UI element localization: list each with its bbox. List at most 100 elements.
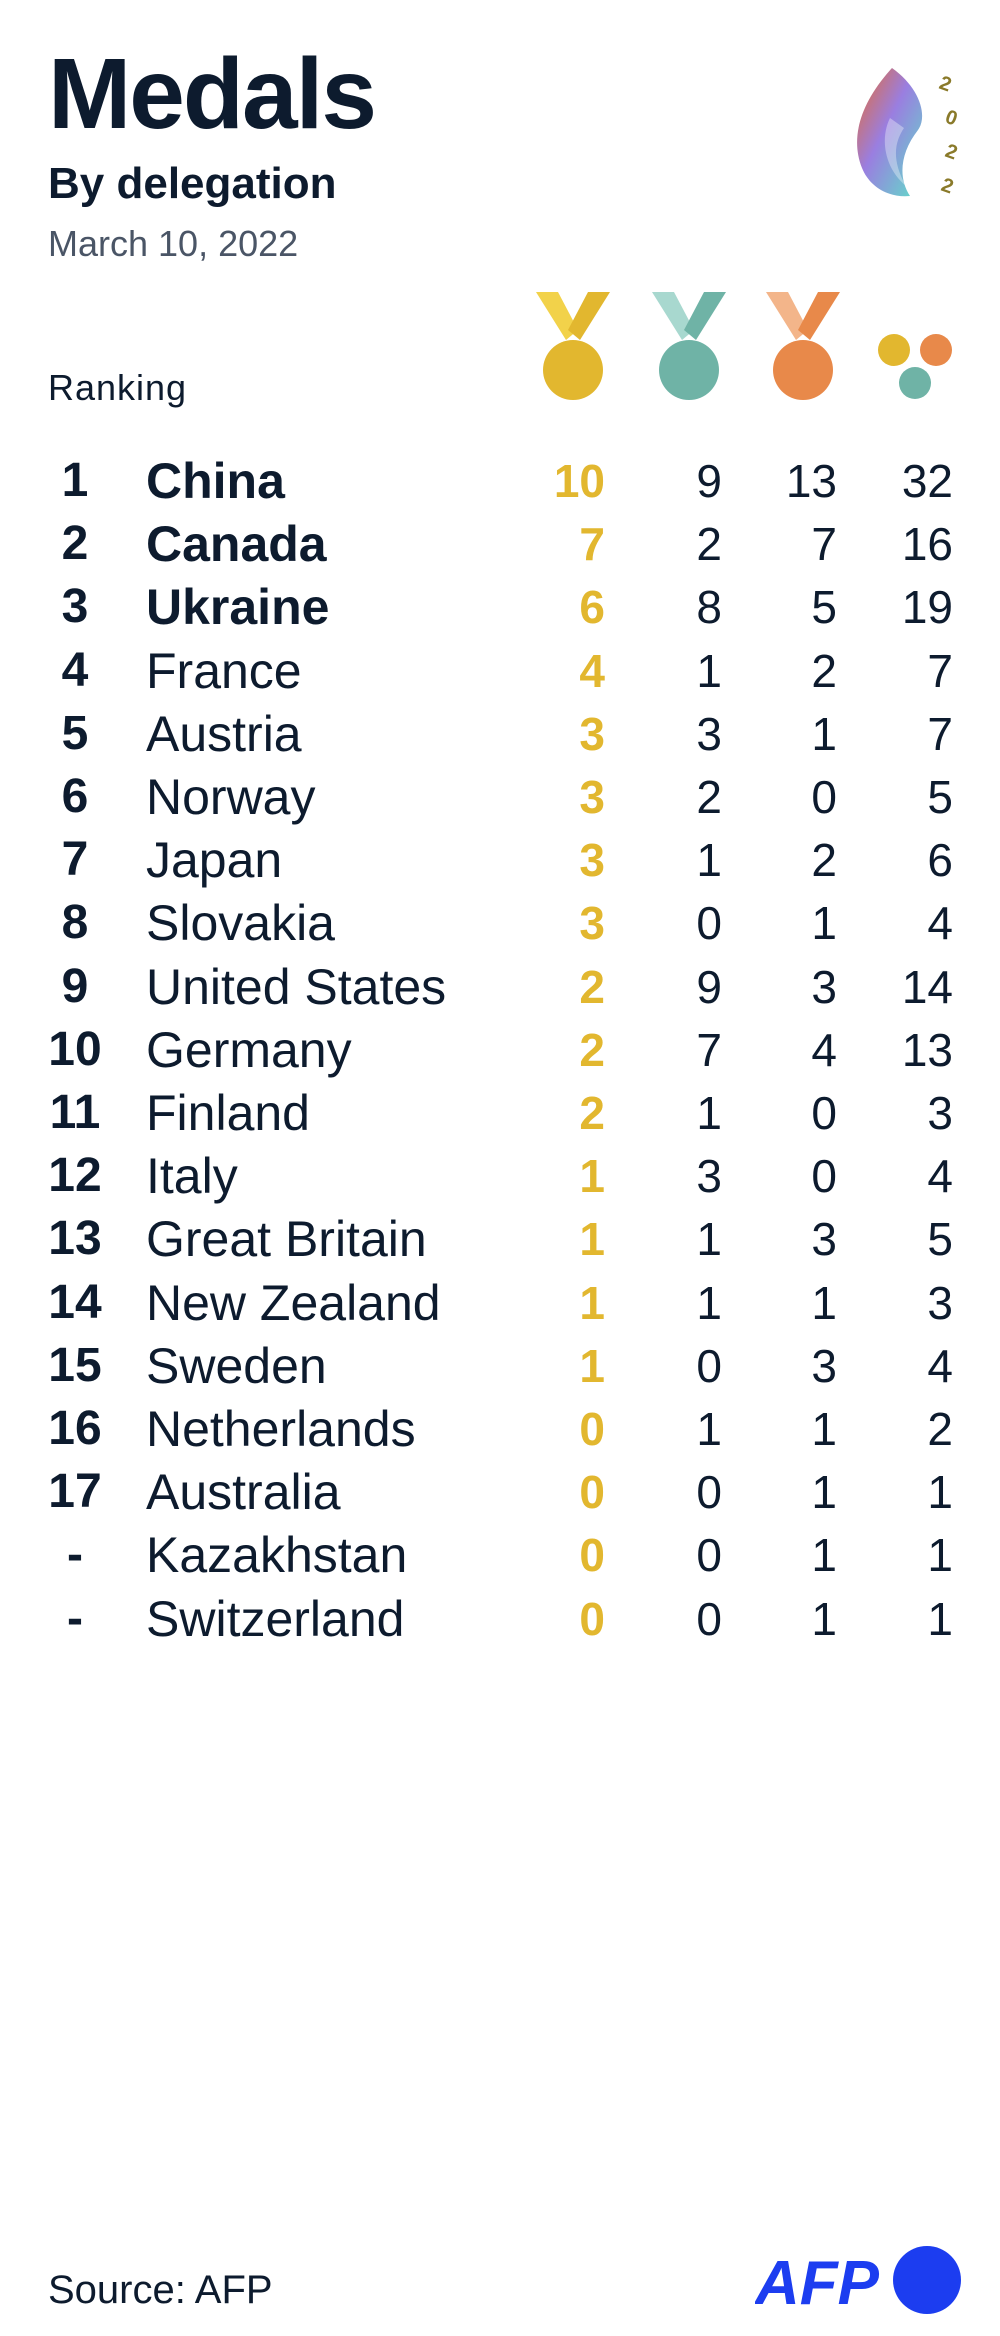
bronze-count-cell: 3 — [811, 1213, 837, 1265]
country-cell: New Zealand — [146, 1275, 441, 1331]
rank-cell: - — [67, 1528, 83, 1581]
svg-text:2: 2 — [942, 140, 960, 164]
total-count-cell: 5 — [927, 771, 953, 823]
table-row: 17 Australia 0 0 1 1 — [0, 1457, 1000, 1527]
gold-count-cell: 0 — [579, 1403, 605, 1455]
silver-count-cell: 7 — [696, 1024, 722, 1076]
bronze-count-cell: 0 — [811, 1150, 837, 1202]
total-count-cell: 1 — [927, 1529, 953, 1581]
gold-count-cell: 2 — [579, 961, 605, 1013]
country-cell: Italy — [146, 1148, 238, 1204]
gold-count-cell: 7 — [579, 518, 605, 570]
total-count-cell: 3 — [927, 1277, 953, 1329]
gold-count-cell: 10 — [553, 455, 605, 507]
table-row: 11 Finland 2 1 0 3 — [0, 1078, 1000, 1148]
table-row: 7 Japan 3 1 2 6 — [0, 825, 1000, 895]
svg-text:2: 2 — [936, 72, 954, 96]
country-cell: Finland — [146, 1085, 310, 1141]
total-count-cell: 3 — [927, 1087, 953, 1139]
rank-cell: 8 — [61, 896, 89, 949]
total-count-cell: 7 — [927, 645, 953, 697]
silver-count-cell: 9 — [696, 455, 722, 507]
rank-cell: 7 — [61, 833, 89, 886]
rank-cell: 1 — [61, 454, 89, 507]
silver-count-cell: 1 — [696, 834, 722, 886]
rank-cell: 6 — [61, 770, 89, 823]
total-count-cell: 14 — [901, 961, 953, 1013]
country-cell: Slovakia — [146, 895, 335, 951]
silver-count-cell: 1 — [696, 1277, 722, 1329]
total-count-cell: 5 — [927, 1213, 953, 1265]
bronze-count-cell: 2 — [811, 645, 837, 697]
silver-count-cell: 0 — [696, 897, 722, 949]
country-cell: United States — [146, 959, 447, 1015]
bronze-count-cell: 13 — [785, 455, 837, 507]
bronze-count-cell: 1 — [811, 1403, 837, 1455]
country-cell: Australia — [146, 1464, 341, 1520]
total-count-cell: 19 — [901, 581, 953, 633]
bronze-count-cell: 1 — [811, 1466, 837, 1518]
page-title: Medals — [48, 38, 377, 150]
country-cell: Switzerland — [146, 1591, 405, 1647]
source-label: Source: AFP — [48, 2268, 273, 2312]
gold-count-cell: 1 — [579, 1213, 605, 1265]
table-row: 13 Great Britain 1 1 3 5 — [0, 1204, 1000, 1274]
bronze-count-cell: 3 — [811, 1340, 837, 1392]
table-row: 14 New Zealand 1 1 1 3 — [0, 1268, 1000, 1338]
bronze-count-cell: 1 — [811, 1593, 837, 1645]
total-count-cell: 4 — [927, 1340, 953, 1392]
silver-count-cell: 0 — [696, 1466, 722, 1518]
table-row: 6 Norway 3 2 0 5 — [0, 762, 1000, 832]
country-cell: Great Britain — [146, 1211, 427, 1267]
rank-cell: 5 — [61, 707, 89, 760]
total-count-cell: 16 — [901, 518, 953, 570]
silver-count-cell: 1 — [696, 1213, 722, 1265]
total-count-cell: 1 — [927, 1466, 953, 1518]
rank-cell: 2 — [61, 517, 89, 570]
gold-medal-icon — [536, 292, 610, 400]
country-cell: Canada — [146, 516, 327, 572]
silver-count-cell: 3 — [696, 708, 722, 760]
country-cell: Norway — [146, 769, 316, 825]
silver-count-cell: 3 — [696, 1150, 722, 1202]
rank-cell: 14 — [48, 1276, 102, 1329]
silver-count-cell: 9 — [696, 961, 722, 1013]
table-row: 2 Canada 7 2 7 16 — [0, 509, 1000, 579]
gold-count-cell: 3 — [579, 708, 605, 760]
bronze-count-cell: 5 — [811, 581, 837, 633]
silver-count-cell: 8 — [696, 581, 722, 633]
gold-count-cell: 3 — [579, 897, 605, 949]
bronze-count-cell: 0 — [811, 771, 837, 823]
gold-count-cell: 0 — [579, 1466, 605, 1518]
table-row: 10 Germany 2 7 4 13 — [0, 1015, 1000, 1085]
silver-count-cell: 2 — [696, 771, 722, 823]
bronze-count-cell: 1 — [811, 708, 837, 760]
silver-count-cell: 1 — [696, 1403, 722, 1455]
country-cell: Japan — [146, 832, 283, 888]
bronze-count-cell: 3 — [811, 961, 837, 1013]
rank-cell: 10 — [48, 1023, 102, 1076]
table-row: 8 Slovakia 3 0 1 4 — [0, 888, 1000, 958]
bronze-count-cell: 0 — [811, 1087, 837, 1139]
table-row: 3 Ukraine 6 8 5 19 — [0, 572, 1000, 642]
rank-cell: 4 — [61, 644, 89, 697]
table-row: 4 France 4 1 2 7 — [0, 636, 1000, 706]
table-row: - Switzerland 0 0 1 1 — [0, 1584, 1000, 1654]
gold-count-cell: 3 — [579, 771, 605, 823]
silver-medal-icon — [652, 292, 726, 400]
country-cell: Ukraine — [146, 579, 330, 635]
gold-count-cell: 4 — [579, 645, 605, 697]
table-row: 12 Italy 1 3 0 4 — [0, 1141, 1000, 1211]
table-row: 15 Sweden 1 0 3 4 — [0, 1331, 1000, 1401]
silver-count-cell: 0 — [696, 1529, 722, 1581]
beijing-2022-logo-icon: 2 0 2 2 — [857, 68, 960, 199]
page-subtitle: By delegation — [48, 159, 337, 208]
gold-count-cell: 3 — [579, 834, 605, 886]
rank-cell: 15 — [48, 1339, 102, 1392]
gold-count-cell: 1 — [579, 1340, 605, 1392]
gold-count-cell: 2 — [579, 1024, 605, 1076]
total-count-cell: 1 — [927, 1593, 953, 1645]
silver-count-cell: 2 — [696, 518, 722, 570]
svg-text:0: 0 — [942, 106, 960, 130]
table-row: 5 Austria 3 3 1 7 — [0, 699, 1000, 769]
